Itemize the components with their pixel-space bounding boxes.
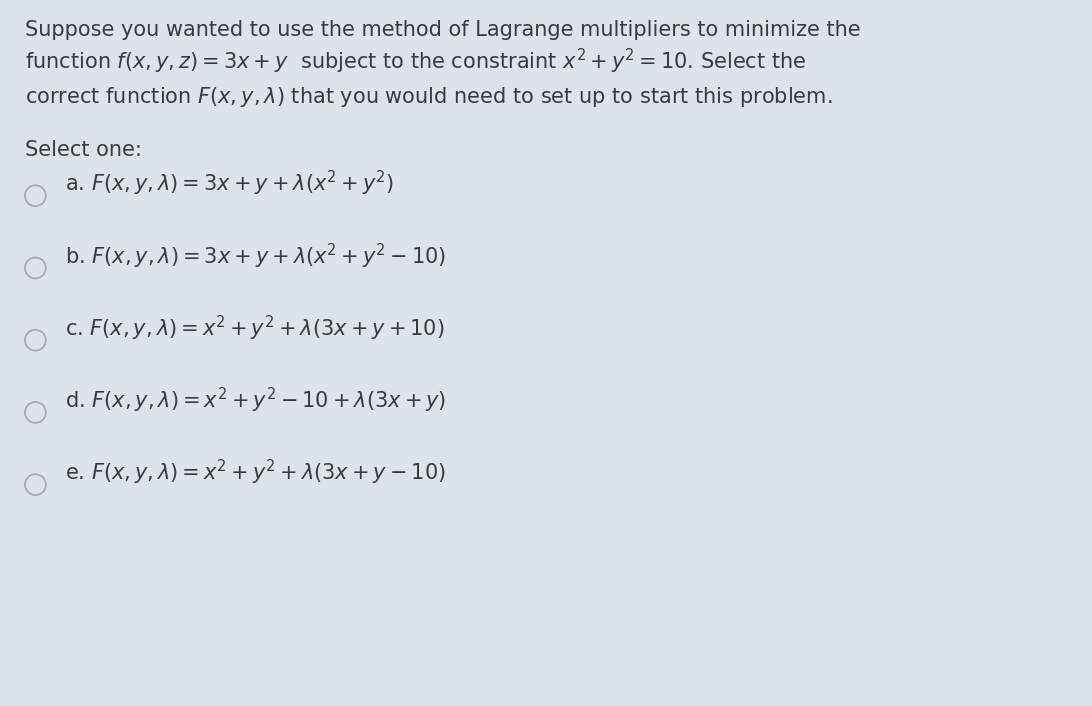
Text: c. $F(x, y, \lambda) = x^2 + y^2 + \lambda(3x + y + 10)$: c. $F(x, y, \lambda) = x^2 + y^2 + \lamb… — [66, 313, 444, 343]
Text: e. $F(x, y, \lambda) = x^2 + y^2 + \lambda(3x + y - 10)$: e. $F(x, y, \lambda) = x^2 + y^2 + \lamb… — [66, 458, 447, 487]
Text: b. $F(x, y, \lambda) = 3x + y + \lambda(x^2 + y^2 - 10)$: b. $F(x, y, \lambda) = 3x + y + \lambda(… — [66, 241, 447, 270]
Text: a. $F(x, y, \lambda) = 3x + y + \lambda(x^2 + y^2)$: a. $F(x, y, \lambda) = 3x + y + \lambda(… — [66, 169, 394, 198]
Text: Select one:: Select one: — [25, 140, 142, 160]
Text: function $f(x, y, z) = 3x + y$  subject to the constraint $x^2 + y^2 = 10$. Sele: function $f(x, y, z) = 3x + y$ subject t… — [25, 47, 806, 76]
Text: d. $F(x, y, \lambda) = x^2 + y^2 - 10 + \lambda(3x + y)$: d. $F(x, y, \lambda) = x^2 + y^2 - 10 + … — [66, 386, 447, 415]
Text: correct function $F(x, y, \lambda)$ that you would need to set up to start this : correct function $F(x, y, \lambda)$ that… — [25, 85, 832, 109]
Text: Suppose you wanted to use the method of Lagrange multipliers to minimize the: Suppose you wanted to use the method of … — [25, 20, 860, 40]
